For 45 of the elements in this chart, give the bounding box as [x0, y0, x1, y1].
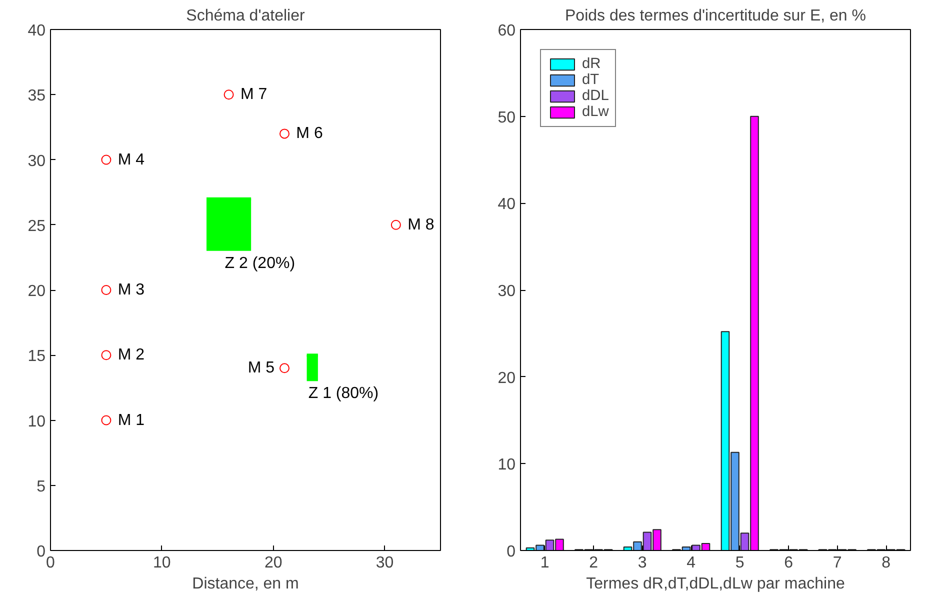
y-tick-label: 60: [498, 22, 516, 40]
y-tick-label: 10: [28, 413, 46, 430]
x-tick-label: 3: [638, 554, 647, 572]
annotation: Z 1 (80%): [308, 385, 379, 402]
x-tick-label: 2: [589, 554, 598, 572]
y-tick-label: 40: [498, 196, 516, 214]
annotation: M 6: [296, 125, 323, 142]
chart-title: Poids des termes d'incertitude sur E, en %: [565, 8, 866, 24]
y-tick-label: 40: [28, 22, 46, 40]
y-tick-label: 0: [506, 544, 516, 560]
x-tick-label: 8: [882, 554, 891, 572]
y-tick-label: 20: [28, 283, 46, 300]
annotation: M 2: [118, 346, 145, 364]
annotation: Z 2 (20%): [224, 254, 296, 272]
x-axis-title: Termes dR,dT,dDL,dLw par machine: [586, 576, 845, 592]
x-axis-title: Distance, en m: [192, 576, 299, 592]
chart-title: Schéma d'atelier: [186, 8, 306, 24]
x-tick-label: 20: [264, 554, 282, 572]
y-tick-label: 5: [36, 478, 46, 496]
y-tick-label: 50: [498, 109, 516, 126]
x-tick-label: 6: [784, 554, 794, 572]
annotation: M 5: [248, 360, 275, 377]
annotation: M 1: [118, 412, 145, 429]
legend-label: dLw: [582, 104, 609, 120]
x-tick-label: 5: [735, 554, 744, 572]
legend-label: dDL: [582, 88, 609, 104]
x-tick-label: 7: [832, 554, 842, 572]
annotation: M 3: [118, 282, 145, 298]
y-tick-label: 35: [28, 88, 46, 105]
y-tick-label: 15: [28, 348, 46, 366]
y-tick-label: 0: [36, 544, 46, 560]
x-tick-label: 30: [376, 554, 394, 572]
y-tick-label: 20: [498, 370, 516, 387]
annotation: M 8: [408, 216, 434, 234]
x-tick-label: 10: [153, 554, 171, 572]
y-tick-label: 25: [28, 218, 46, 235]
annotation: M 7: [240, 86, 268, 104]
annotation: M 4: [118, 151, 145, 168]
legend-label: dR: [582, 56, 602, 72]
y-tick-label: 30: [28, 152, 46, 170]
y-tick-label: 30: [498, 283, 516, 300]
x-tick-label: 1: [540, 554, 550, 572]
x-tick-label: 4: [686, 554, 696, 572]
y-tick-label: 10: [498, 456, 516, 474]
legend-label: dT: [582, 72, 600, 88]
